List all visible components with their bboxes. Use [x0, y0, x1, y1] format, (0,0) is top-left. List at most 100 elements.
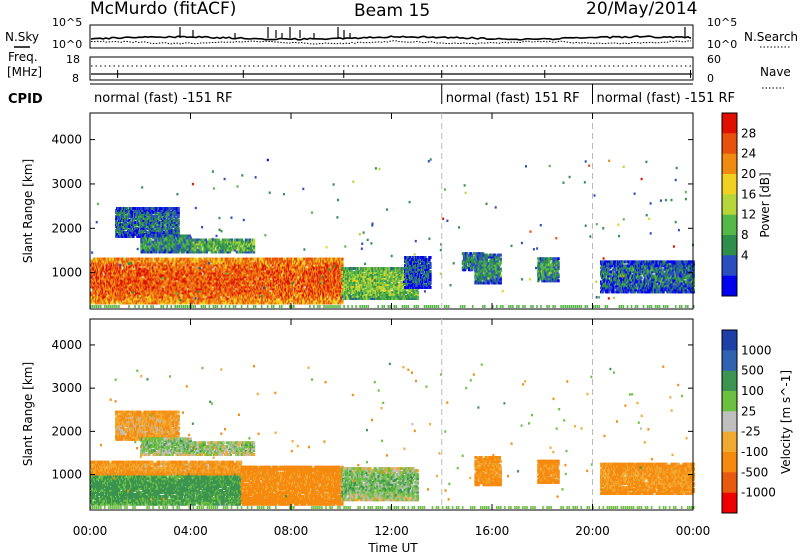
range-gate-cell [211, 257, 214, 261]
range-gate-cell [107, 289, 110, 293]
range-gate-cell [283, 291, 286, 295]
range-gate-cell [264, 265, 268, 269]
range-gate-cell [209, 281, 212, 285]
range-gate-cell [119, 297, 122, 301]
range-gate-cell [275, 269, 279, 273]
range-gate-cell [194, 285, 197, 289]
range-gate-cell [297, 263, 300, 267]
range-gate-cell [350, 289, 353, 292]
range-gate-cell [106, 263, 109, 267]
range-gate-cell [277, 281, 281, 285]
range-gate-cell [221, 299, 225, 303]
range-gate-cell [299, 265, 302, 269]
range-gate-cell [163, 279, 166, 283]
range-gate-cell [230, 287, 234, 291]
range-gate-cell [308, 271, 311, 275]
range-gate-cell [270, 293, 274, 297]
range-gate-cell [300, 283, 303, 287]
range-gate-cell [353, 295, 356, 298]
range-gate-cell [226, 277, 230, 281]
range-gate-cell [221, 281, 225, 285]
range-gate-cell [303, 291, 306, 295]
range-gate-cell [213, 281, 216, 285]
range-gate-cell [341, 259, 344, 263]
cpid-segment-label: normal (fast) 151 RF [446, 91, 580, 106]
range-gate-cell [296, 289, 299, 293]
range-gate-cell [301, 259, 304, 263]
range-gate-cell [346, 277, 349, 281]
range-gate-cell [129, 283, 132, 287]
range-gate-cell [302, 287, 305, 291]
range-gate-cell [275, 299, 279, 303]
range-gate-cell [100, 271, 103, 275]
range-gate-cell [217, 295, 220, 299]
range-gate-cell [143, 257, 146, 261]
range-gate-cell [325, 277, 328, 281]
range-gate-cell [262, 295, 266, 299]
range-gate-cell [245, 261, 249, 265]
range-gate-cell [206, 271, 209, 275]
range-gate-cell [102, 263, 105, 267]
range-gate-cell [301, 297, 304, 301]
range-gate-cell [260, 277, 264, 281]
range-gate-cell [266, 295, 270, 299]
range-gate-cell [211, 289, 214, 293]
range-gate-cell [203, 259, 206, 263]
range-gate-cell [184, 293, 187, 297]
range-gate-cell [153, 275, 156, 279]
range-gate-cell [264, 263, 268, 267]
range-gate-cell [169, 275, 172, 279]
range-gate-cell [179, 281, 182, 285]
range-gate-cell [233, 285, 237, 289]
range-gate-cell [175, 263, 178, 267]
range-gate-cell [146, 281, 149, 285]
range-gate-cell [252, 295, 256, 299]
range-gate-cell [189, 263, 192, 267]
range-gate-cell [243, 291, 247, 295]
range-gate-cell [173, 279, 176, 283]
range-gate-cell [90, 293, 93, 297]
range-gate-cell [119, 299, 122, 303]
range-gate-cell [293, 291, 296, 295]
range-gate-cell [115, 295, 118, 299]
range-gate-cell [120, 281, 123, 285]
range-gate-cell [240, 285, 244, 289]
range-gate-cell [227, 281, 231, 285]
range-gate-cell [121, 285, 124, 289]
range-gate-cell [227, 269, 231, 273]
range-gate-cell [206, 273, 209, 277]
range-gate-cell [158, 289, 161, 293]
range-gate-cell [259, 279, 263, 283]
range-gate-cell [138, 279, 141, 283]
range-gate-cell [189, 265, 192, 269]
range-gate-cell [129, 287, 132, 291]
range-gate-cell [213, 263, 216, 267]
range-gate-cell [201, 281, 204, 285]
range-gate-cell [361, 267, 364, 271]
range-gate-cell [373, 275, 376, 279]
range-gate-cell [109, 263, 112, 267]
range-gate-cell [287, 291, 290, 295]
range-gate-cell [308, 259, 311, 263]
range-gate-cell [333, 261, 336, 265]
range-gate-cell [112, 289, 115, 293]
range-gate-cell [185, 271, 188, 275]
range-gate-cell [243, 283, 247, 287]
range-gate-cell [226, 273, 230, 277]
range-gate-cell [181, 299, 184, 303]
range-gate-cell [331, 285, 334, 289]
range-gate-cell [139, 261, 142, 265]
range-gate-cell [352, 291, 355, 294]
range-gate-cell [321, 287, 324, 291]
range-gate-cell [179, 293, 182, 297]
range-gate-cell [335, 257, 338, 261]
range-gate-cell [246, 285, 250, 289]
range-gate-cell [213, 283, 216, 287]
range-gate-cell [143, 295, 146, 299]
range-gate-cell [309, 273, 312, 277]
range-gate-cell [313, 299, 316, 303]
range-gate-cell [132, 279, 135, 283]
range-gate-cell [179, 277, 182, 281]
range-gate-cell [189, 277, 192, 281]
range-gate-cell [267, 267, 271, 271]
